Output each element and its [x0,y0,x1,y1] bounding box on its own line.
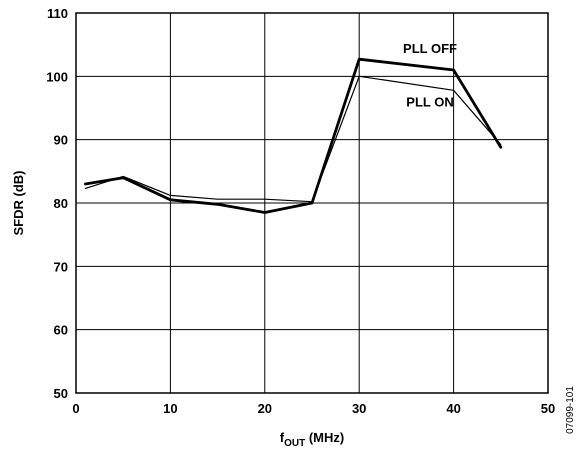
x-tick-label-10: 10 [163,401,177,416]
annotation-pll-on: PLL ON [406,95,453,110]
y-tick-label-50: 50 [54,386,68,401]
x-axis-label-subscript: OUT [284,438,305,449]
annotations: PLL OFF PLL ON [403,41,457,110]
y-tick-label-80: 80 [54,196,68,211]
y-tick-label-90: 90 [54,133,68,148]
series-line-pll-on [84,75,502,203]
figure-id: 07099-101 [565,386,576,434]
x-tick-labels: 0 10 20 30 40 50 [72,401,555,416]
y-tick-label-70: 70 [54,259,68,274]
x-tick-label-20: 20 [258,401,272,416]
x-axis-label-unit: (MHz) [305,430,344,445]
x-tick-label-40: 40 [446,401,460,416]
y-axis-label: SFDR (dB) [11,171,26,236]
annotation-pll-off: PLL OFF [403,41,457,56]
x-axis-label: fOUT (MHz) [280,430,344,449]
series-lines [84,57,503,214]
x-tick-label-50: 50 [541,401,555,416]
x-tick-label-0: 0 [72,401,79,416]
series-line-pll-off [84,57,503,214]
x-tick-label-30: 30 [352,401,366,416]
y-tick-labels: 50 60 70 80 90 100 110 [46,6,68,401]
plot-frame [75,12,549,394]
y-tick-label-100: 100 [46,69,68,84]
y-tick-label-110: 110 [47,6,68,21]
y-tick-label-60: 60 [54,323,68,338]
x-axis-label-main: f [280,430,285,445]
